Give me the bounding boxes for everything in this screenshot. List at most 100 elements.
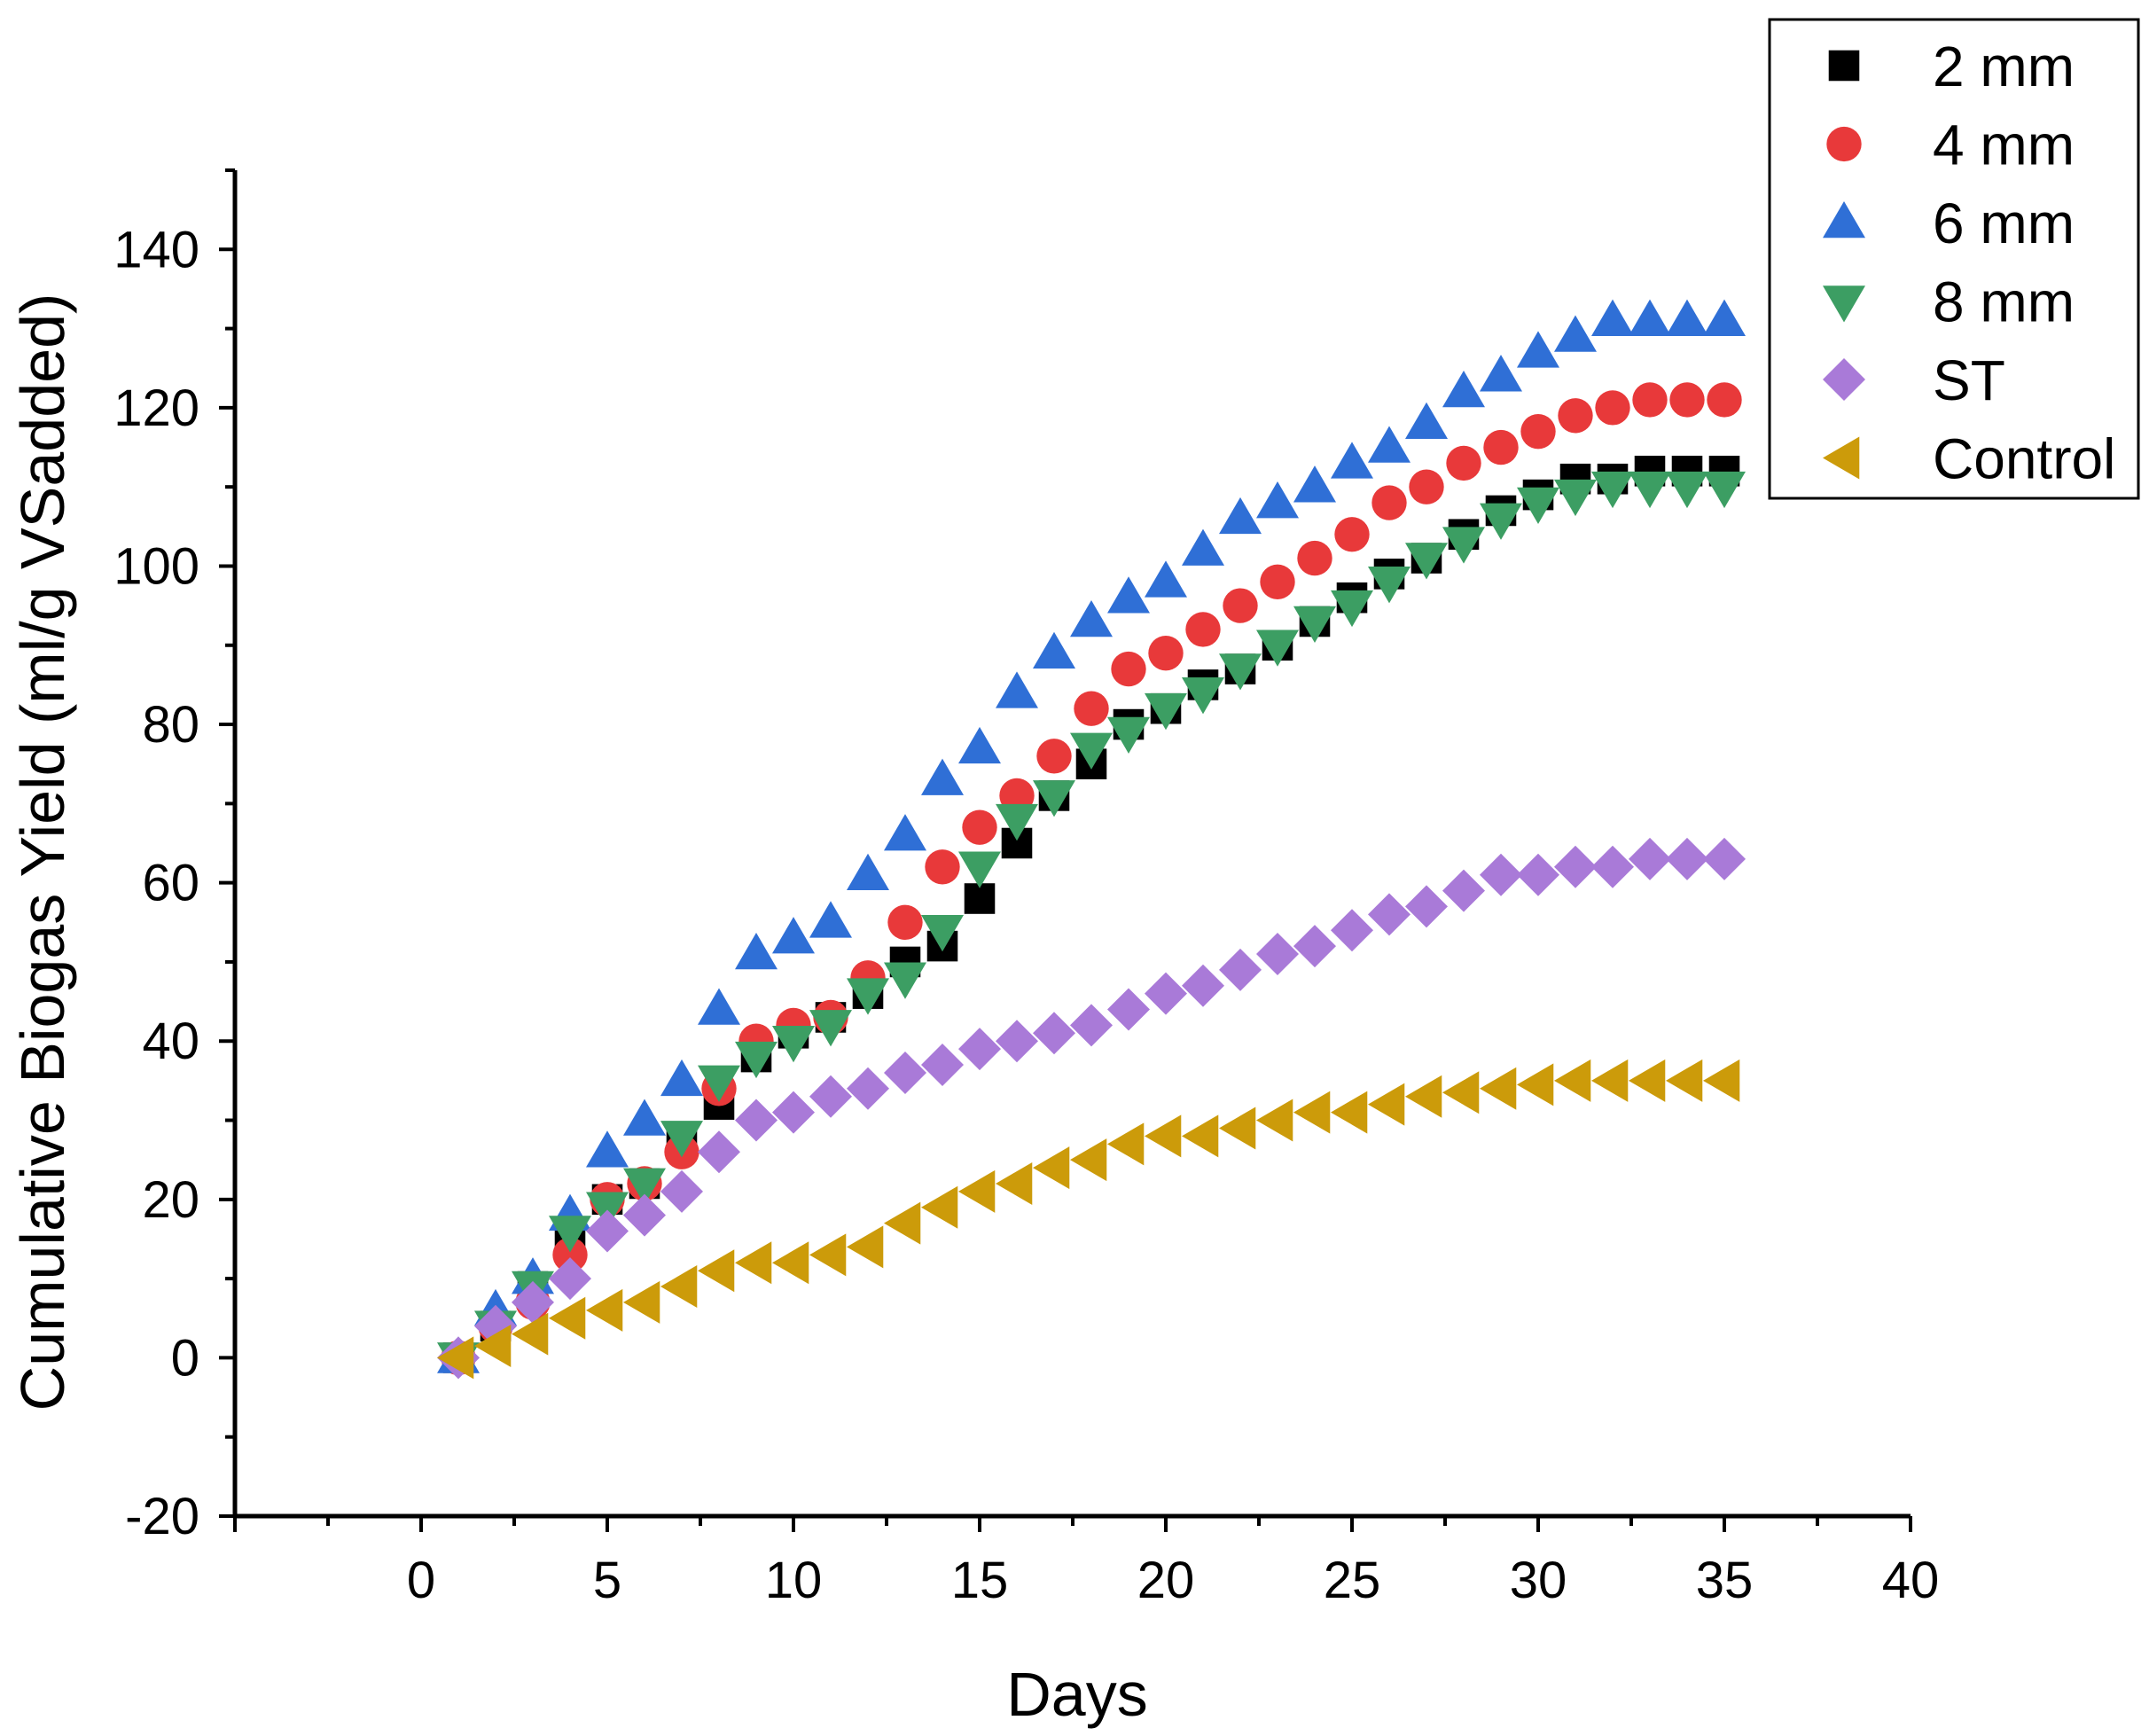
- data-point-4-mm: [552, 1237, 588, 1273]
- data-point-control: [1703, 1059, 1740, 1102]
- data-point-4-mm: [887, 904, 923, 940]
- data-point-st: [1293, 925, 1336, 968]
- legend-entry-st: ST: [1823, 348, 2005, 412]
- data-point-st: [958, 1028, 1001, 1071]
- data-point-8-mm: [1703, 471, 1746, 509]
- data-point-4-mm: [1148, 636, 1184, 671]
- data-point-6-mm: [1368, 426, 1411, 463]
- data-point-8-mm: [660, 1121, 703, 1158]
- data-point-8-mm: [1033, 780, 1075, 817]
- data-point-st: [809, 1075, 852, 1118]
- data-point-st: [1554, 845, 1597, 888]
- data-point-st: [1107, 988, 1150, 1031]
- data-point-control: [1033, 1146, 1070, 1190]
- data-point-8-mm: [1331, 590, 1373, 628]
- data-point-st: [921, 1044, 964, 1087]
- data-point-4-mm: [1669, 382, 1705, 418]
- y-tick-label: 80: [142, 696, 199, 754]
- data-point-6-mm: [1219, 497, 1262, 535]
- data-point-6-mm: [1331, 442, 1373, 479]
- data-point-control: [772, 1241, 809, 1285]
- data-point-control: [1666, 1059, 1703, 1102]
- data-point-control: [549, 1296, 586, 1340]
- data-point-6-mm: [735, 933, 778, 970]
- data-point-8-mm: [921, 914, 964, 952]
- data-point-st: [1256, 933, 1299, 976]
- data-point-4-mm: [1223, 588, 1258, 623]
- data-point-8-mm: [1107, 716, 1150, 754]
- data-point-8-mm: [1219, 653, 1262, 691]
- data-point-st: [586, 1209, 629, 1253]
- data-point-6-mm: [1070, 599, 1113, 637]
- data-point-8-mm: [884, 962, 926, 999]
- y-axis-title: Cumulative Biogas Yield (ml/g VSadded): [8, 293, 77, 1411]
- series-st: [437, 837, 1746, 1380]
- data-point-4-mm: [1185, 612, 1221, 647]
- y-tick-label: 140: [113, 221, 199, 278]
- data-point-4-mm: [1111, 651, 1146, 687]
- data-point-6-mm: [1145, 560, 1187, 598]
- data-point-st: [1331, 909, 1373, 952]
- data-point-st: [996, 1020, 1038, 1063]
- x-tick-label: 15: [951, 1552, 1009, 1609]
- data-point-6-mm: [884, 814, 926, 851]
- y-tick-label: 120: [113, 379, 199, 437]
- data-point-st: [1703, 837, 1746, 880]
- y-tick-label: 20: [142, 1171, 199, 1229]
- data-point-8-mm: [698, 1065, 740, 1102]
- data-point-control: [1293, 1091, 1331, 1134]
- data-point-8-mm: [1554, 479, 1597, 517]
- data-point-st: [1182, 964, 1224, 1007]
- legend-marker-control: [1823, 436, 1860, 480]
- data-point-st: [1070, 1004, 1113, 1047]
- data-point-4-mm: [1558, 398, 1593, 434]
- data-point-control: [698, 1249, 735, 1293]
- data-point-control: [623, 1280, 660, 1324]
- data-point-control: [660, 1265, 698, 1309]
- data-point-6-mm: [1033, 631, 1075, 669]
- data-point-6-mm: [1666, 299, 1708, 336]
- data-point-8-mm: [847, 978, 889, 1015]
- data-point-st: [1368, 893, 1411, 936]
- data-point-st: [698, 1130, 740, 1174]
- x-tick-label: 35: [1696, 1552, 1754, 1609]
- y-ticks: -20 0 20 40 60 80 100 120 140: [113, 168, 235, 1545]
- data-point-control: [1480, 1067, 1517, 1110]
- data-point-6-mm: [1107, 576, 1150, 614]
- data-point-6-mm: [1405, 402, 1448, 440]
- data-point-8-mm: [623, 1168, 666, 1205]
- data-point-8-mm: [1368, 567, 1411, 604]
- legend-entry-4-mm: 4 mm: [1826, 113, 2075, 177]
- x-tick-label: 5: [593, 1552, 621, 1609]
- legend-label-8-mm: 8 mm: [1933, 270, 2075, 334]
- data-point-6-mm: [1591, 299, 1634, 336]
- data-point-8-mm: [1145, 692, 1187, 731]
- data-point-st: [1033, 1012, 1075, 1055]
- data-point-4-mm: [1483, 429, 1519, 465]
- legend-label-4-mm: 4 mm: [1933, 113, 2075, 177]
- data-point-6-mm: [698, 988, 740, 1025]
- data-point-4-mm: [962, 809, 997, 845]
- data-point-6-mm: [1480, 355, 1522, 392]
- data-point-control: [735, 1241, 772, 1285]
- data-point-8-mm: [1405, 543, 1448, 580]
- data-point-4-mm: [1595, 390, 1630, 426]
- legend-label-2-mm: 2 mm: [1933, 35, 2075, 98]
- data-point-control: [847, 1225, 884, 1269]
- data-point-control: [958, 1169, 996, 1213]
- data-point-control: [1517, 1063, 1554, 1107]
- legend-marker-st: [1823, 358, 1865, 401]
- y-tick-label: 60: [142, 855, 199, 912]
- data-point-st: [1442, 869, 1485, 912]
- data-point-6-mm: [1256, 481, 1299, 519]
- data-point-8-mm: [809, 1010, 852, 1047]
- data-point-8-mm: [1629, 471, 1671, 509]
- data-point-6-mm: [1517, 331, 1559, 368]
- data-markers: [437, 299, 1746, 1380]
- data-point-4-mm: [1297, 540, 1332, 576]
- data-point-6-mm: [1182, 528, 1224, 566]
- data-point-st: [1405, 885, 1448, 928]
- data-point-st: [512, 1280, 554, 1324]
- legend-entry-control: Control: [1823, 427, 2115, 491]
- data-point-4-mm: [1520, 413, 1556, 450]
